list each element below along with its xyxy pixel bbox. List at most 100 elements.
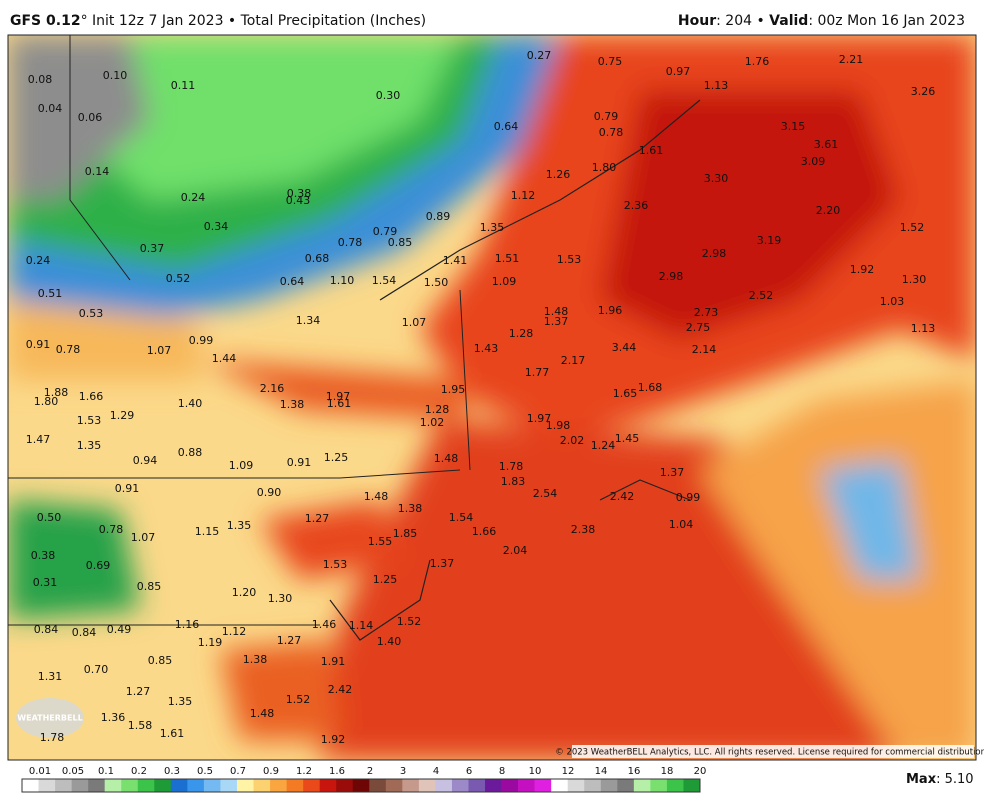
precip-label: 0.52 [166, 272, 191, 285]
precip-label: 1.15 [195, 525, 220, 538]
precip-label: 0.37 [140, 242, 165, 255]
precip-label: 1.43 [474, 342, 499, 355]
colorbar-swatch [319, 779, 337, 792]
precip-label: 1.50 [424, 276, 449, 289]
precip-label: 1.24 [591, 439, 616, 452]
precip-label: 1.45 [615, 432, 640, 445]
precip-label: 2.14 [692, 343, 717, 356]
precip-label: 1.65 [613, 387, 638, 400]
colorbar-label: 12 [562, 766, 575, 777]
colorbar-swatch [551, 779, 569, 792]
precip-label: 1.35 [168, 695, 193, 708]
precip-label: 2.75 [686, 321, 711, 334]
precip-label: 2.21 [839, 53, 864, 66]
precip-label: 0.30 [376, 89, 401, 102]
precip-label: 1.47 [26, 433, 51, 446]
colorbar-label: 3 [400, 766, 406, 777]
colorbar-label: 6 [466, 766, 472, 777]
colorbar-swatch [534, 779, 552, 792]
colorbar-swatch [220, 779, 238, 792]
precip-label: 1.48 [250, 707, 275, 720]
colorbar-swatch [683, 779, 701, 792]
colorbar-swatch [518, 779, 535, 792]
precip-field [8, 35, 976, 760]
precip-label: 1.44 [212, 352, 237, 365]
precip-label: 0.34 [204, 220, 229, 233]
precip-label: 1.30 [268, 592, 293, 605]
colorbar-swatch [584, 779, 602, 792]
precip-label: 2.42 [610, 490, 635, 503]
precip-label: 0.75 [598, 55, 623, 68]
precip-label: 1.35 [480, 221, 505, 234]
precip-label: 1.31 [38, 670, 63, 683]
colorbar-label: 0.5 [197, 766, 213, 777]
colorbar-swatch [385, 779, 403, 792]
colorbar-swatch [336, 779, 354, 792]
header-left: GFS 0.12° Init 12z 7 Jan 2023 • Total Pr… [10, 13, 426, 29]
precip-label: 1.96 [598, 304, 623, 317]
precip-label: 0.38 [31, 549, 56, 562]
precip-label: 1.97 [326, 390, 351, 403]
precip-label: 1.12 [222, 625, 247, 638]
header-right: Hour: 204 • Valid: 00z Mon 16 Jan 2023 [678, 13, 965, 29]
precip-label: 1.27 [277, 634, 302, 647]
precip-label: 3.19 [757, 234, 782, 247]
colorbar-label: 0.01 [29, 766, 51, 777]
precip-label: 1.25 [373, 573, 398, 586]
precip-label: 0.49 [107, 623, 132, 636]
precip-label: 3.61 [814, 138, 839, 151]
precip-label: 2.16 [260, 382, 285, 395]
precip-label: 1.53 [557, 253, 582, 266]
precip-label: 2.36 [624, 199, 649, 212]
precip-label: 2.17 [561, 354, 586, 367]
colorbar-swatch [352, 779, 370, 792]
precip-label: 1.98 [546, 419, 571, 432]
precip-label: 2.73 [694, 306, 719, 319]
precip-label: 1.80 [34, 395, 59, 408]
colorbar-label: 8 [499, 766, 505, 777]
precip-label: 0.91 [287, 456, 312, 469]
precip-label: 1.25 [324, 451, 349, 464]
precip-label: 1.77 [525, 366, 550, 379]
precip-label: 2.52 [749, 289, 774, 302]
precip-label: 1.80 [592, 161, 617, 174]
precip-label: 1.35 [227, 519, 252, 532]
precip-label: 1.52 [397, 615, 422, 628]
copyright-bg [572, 745, 974, 758]
colorbar-label: 10 [529, 766, 542, 777]
precip-label: 0.11 [171, 79, 196, 92]
precip-label: 1.09 [229, 459, 254, 472]
colorbar-label: 0.7 [230, 766, 246, 777]
precip-label: 1.48 [434, 452, 459, 465]
valid-key: Valid [769, 13, 808, 29]
precip-label: 1.04 [669, 518, 694, 531]
precip-label: 0.84 [34, 623, 59, 636]
colorbar-label: 0.05 [62, 766, 84, 777]
colorbar-swatch [71, 779, 89, 792]
precip-label: 0.90 [257, 486, 282, 499]
colorbar-swatch [451, 779, 469, 792]
precip-label: 1.66 [79, 390, 104, 403]
precip-label: 1.26 [546, 168, 571, 181]
precip-label: 1.61 [639, 144, 664, 157]
precip-label: 0.51 [38, 287, 63, 300]
colorbar-swatch [104, 779, 122, 792]
precip-label: 0.91 [26, 338, 51, 351]
precip-label: 1.54 [449, 511, 474, 524]
precip-label: 3.15 [781, 120, 806, 133]
colorbar-swatch [666, 779, 684, 792]
colorbar-swatch [418, 779, 436, 792]
precip-label: 0.97 [666, 65, 691, 78]
precip-label: 1.34 [296, 314, 321, 327]
colorbar-label: 20 [694, 766, 707, 777]
precip-label: 0.64 [494, 120, 519, 133]
precip-label: 1.20 [232, 586, 257, 599]
colorbar-swatch [402, 779, 420, 792]
precip-label: 0.85 [137, 580, 162, 593]
colorbar-swatch [154, 779, 172, 792]
precip-label: 1.10 [330, 274, 355, 287]
precip-label: 1.48 [364, 490, 389, 503]
colorbar-swatch [121, 779, 139, 792]
precip-label: 1.40 [178, 397, 203, 410]
precip-label: 1.78 [40, 731, 65, 744]
